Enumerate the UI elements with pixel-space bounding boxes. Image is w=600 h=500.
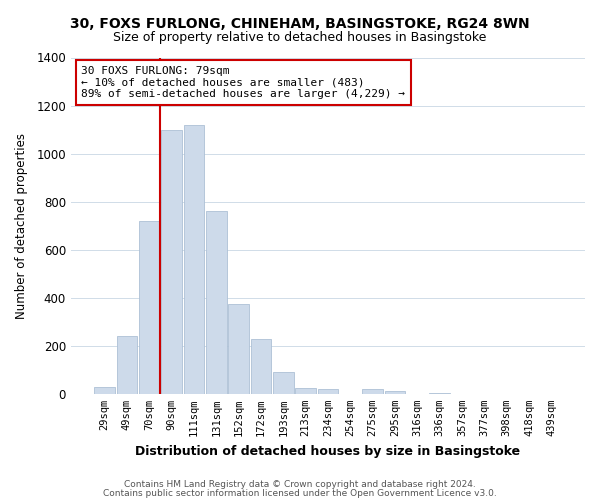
Bar <box>362 389 383 394</box>
Text: 30, FOXS FURLONG, CHINEHAM, BASINGSTOKE, RG24 8WN: 30, FOXS FURLONG, CHINEHAM, BASINGSTOKE,… <box>70 18 530 32</box>
Bar <box>317 389 338 394</box>
Bar <box>229 304 249 394</box>
Bar <box>430 392 450 394</box>
Bar <box>116 336 137 394</box>
Bar <box>385 392 405 394</box>
Bar <box>161 130 182 394</box>
Bar <box>273 372 293 394</box>
Bar <box>251 338 271 394</box>
Bar <box>206 211 227 394</box>
Text: 30 FOXS FURLONG: 79sqm
← 10% of detached houses are smaller (483)
89% of semi-de: 30 FOXS FURLONG: 79sqm ← 10% of detached… <box>81 66 405 99</box>
Bar <box>94 386 115 394</box>
Text: Contains HM Land Registry data © Crown copyright and database right 2024.: Contains HM Land Registry data © Crown c… <box>124 480 476 489</box>
Y-axis label: Number of detached properties: Number of detached properties <box>15 132 28 318</box>
Text: Contains public sector information licensed under the Open Government Licence v3: Contains public sector information licen… <box>103 488 497 498</box>
X-axis label: Distribution of detached houses by size in Basingstoke: Distribution of detached houses by size … <box>136 444 521 458</box>
Bar <box>139 221 160 394</box>
Bar <box>184 125 204 394</box>
Bar <box>295 388 316 394</box>
Text: Size of property relative to detached houses in Basingstoke: Size of property relative to detached ho… <box>113 31 487 44</box>
